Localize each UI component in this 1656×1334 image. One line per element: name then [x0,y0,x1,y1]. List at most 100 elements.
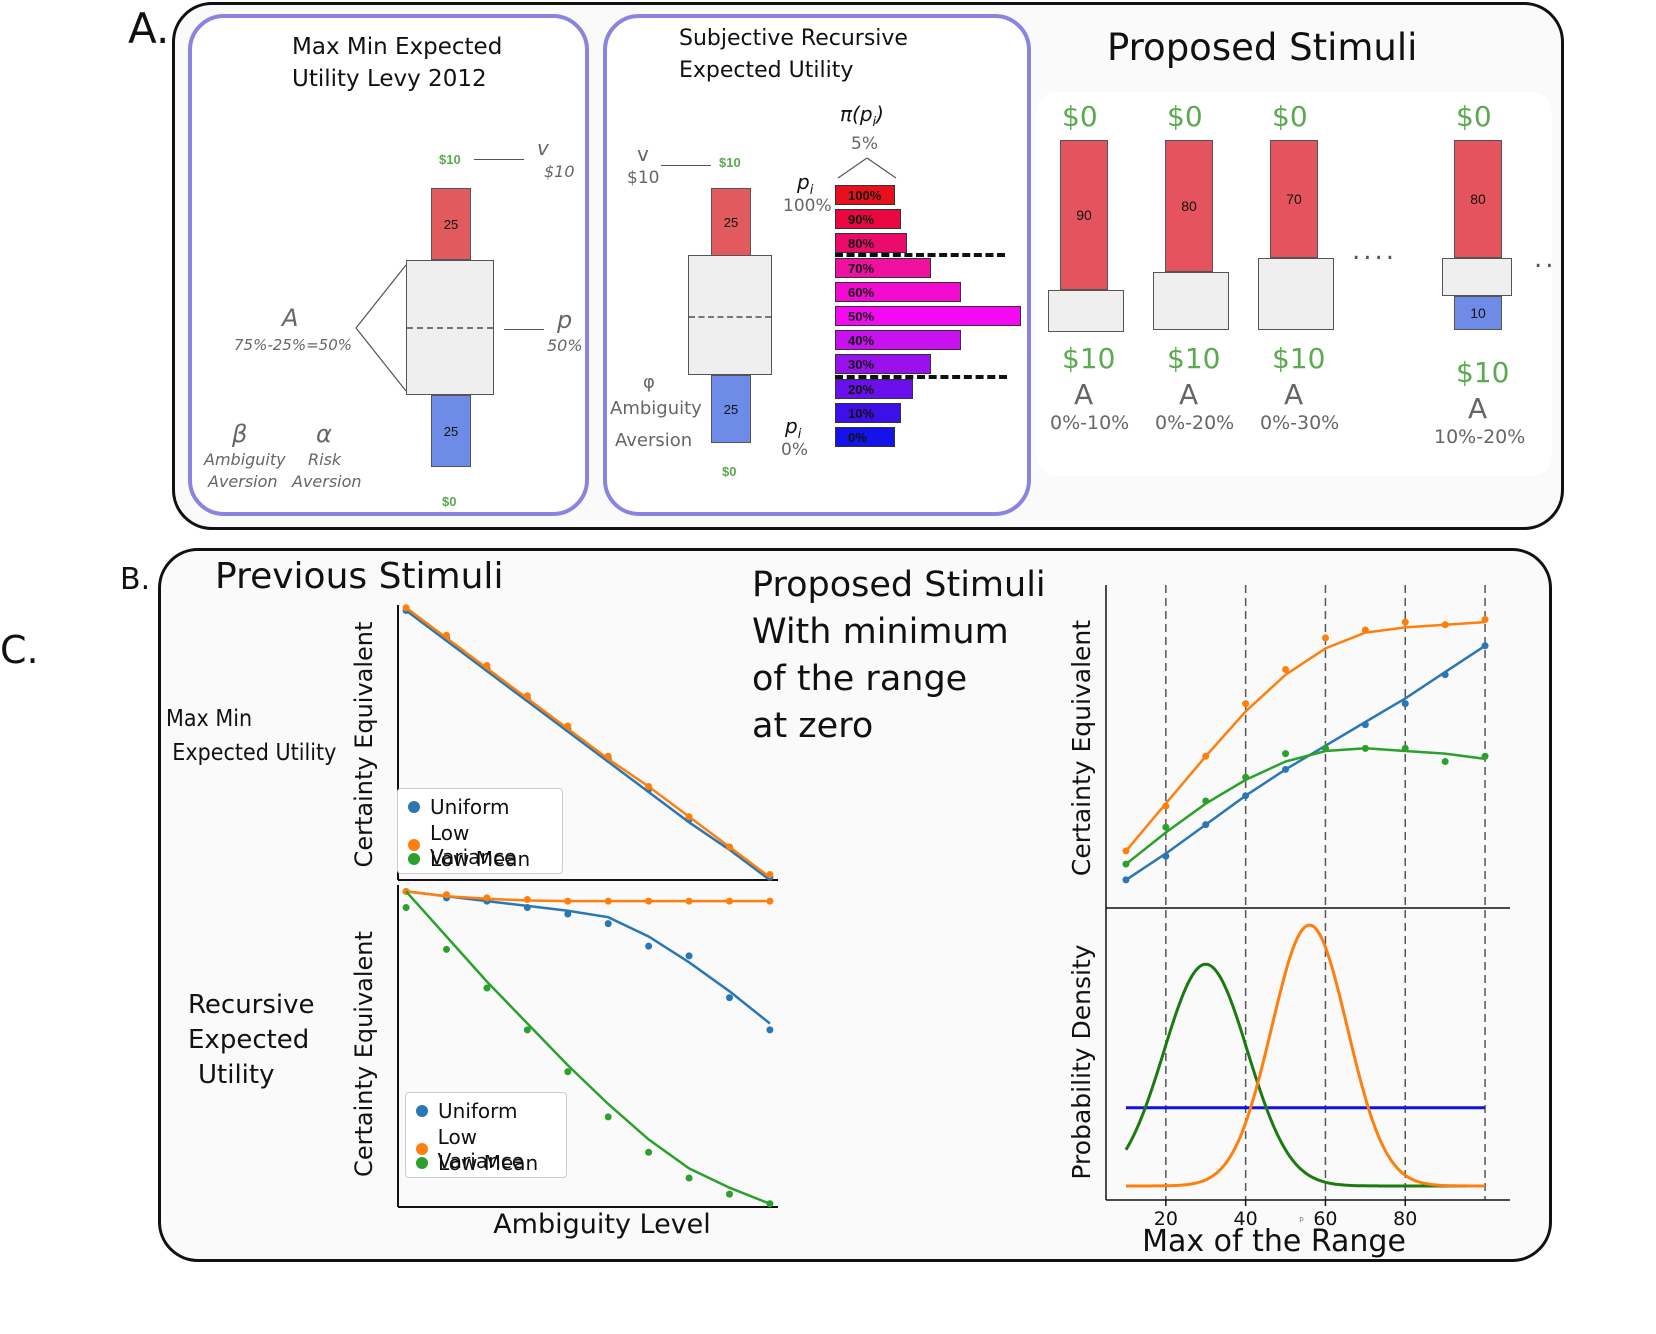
proposed-item-ambiguity-box [1153,272,1229,330]
data-point [645,942,653,950]
proposed-item-a-label: A [1468,392,1488,425]
x-tick-label: 40 [1234,1208,1258,1230]
legend-label: Low Variance [437,1125,525,1173]
data-point [1361,626,1369,634]
y-axis-label: Certainty Equivalent [350,931,378,1177]
srec-ambiguity-box [688,255,772,375]
legend-item: Uniform [408,795,510,819]
data-point [1441,671,1449,679]
srec-pi-label: π(pi) [840,102,884,130]
data-point [1202,797,1210,805]
data-point [604,1113,612,1121]
data-point [523,1026,531,1034]
proposed-item-range: 10%-20% [1434,426,1526,448]
data-point [766,1200,774,1208]
proposed-b-line1: Proposed Stimuli [752,565,1046,605]
proposed-item-red-bar: 80 [1165,140,1213,272]
data-point [725,1190,733,1198]
srec-p-top-sub: i [809,183,814,198]
x-axis-label: Ambiguity Level [493,1209,711,1240]
series-line-low-variance [405,890,770,903]
dist-bar-20pct: 20% [835,378,913,399]
data-point [1401,618,1409,626]
legend-item: Low Variance [416,1125,566,1173]
legend-item: Low Mean [416,1151,538,1175]
proposed-item-a-label: A [1179,378,1199,411]
data-point [645,1148,653,1156]
x-tick-label: 80 [1393,1208,1417,1230]
series-line-low-variance [405,606,771,879]
proposed-item-ambiguity-box [1048,290,1124,332]
maxmin-p-symbol: p [557,306,573,334]
data-point [483,662,491,669]
legend-item: Uniform [416,1099,518,1123]
proposed-a-title: Proposed Stimuli [1107,26,1418,69]
proposed-item-range: 0%-20% [1155,412,1235,434]
y-axis-label: Certainty Equivalent [1067,620,1096,876]
data-point [766,897,774,905]
dist-bar-80pct: 80% [835,233,907,254]
proposed-a-dots-mid: .... [1352,236,1398,266]
proposed-b-line2: With minimum [752,612,1009,652]
legend-marker [416,1105,428,1117]
srec-pi-text: π(p [840,102,873,126]
maxmin-a-symbol: A [282,304,299,332]
legend-marker [416,1157,428,1169]
dist-bar-10pct: 10% [835,402,901,423]
proposed-item-bottom-amount: $10 [1272,342,1326,375]
srec-title-line1: Subjective Recursive [679,26,908,51]
srec-blue-value: 25 [723,401,739,417]
data-point [1162,823,1170,831]
legend-item: Low Variance [408,821,562,869]
proposed-item-red-bar: 90 [1060,140,1108,290]
data-point [523,895,531,903]
maxmin-title-line1: Max Min Expected [292,34,503,60]
legend-marker [408,801,420,813]
legend-item: Low Mean [408,847,530,871]
panel-b [158,548,1552,1262]
legend-marker [408,839,420,851]
proposed-a-dots-end: .. [1534,244,1557,274]
data-point [685,1174,693,1182]
proposed-item-blue-bar: 10 [1454,296,1502,330]
data-point [645,783,653,790]
srec-v-line [661,165,711,166]
srec-p-bottom-sub: i [797,427,802,442]
series-line-uniform [405,890,771,1025]
series-line-uniform [405,609,771,882]
maxmin-alpha-label2: Aversion [292,472,362,491]
data-point [564,722,572,730]
maxmin-v-value: $10 [544,162,575,181]
data-point [1162,852,1170,860]
proposed-item-a-label: A [1284,378,1304,411]
srec-panel: Subjective Recursive Expected Utility v … [603,14,1031,516]
maxmin-v-symbol: v [537,136,549,160]
series-line-uniform [1125,644,1486,881]
maxmin-red-bar: 25 [431,188,471,260]
row1-label-line1: Max Min [166,706,253,732]
maxmin-bottom-amount: $0 [442,494,457,509]
data-point [685,897,693,905]
srec-distribution: 100% 90% 80% 70% 60% 50% 40% 30% 20% 10% 0% [835,185,1035,455]
proposed-item-top-amount: $0 [1167,100,1203,133]
data-point [1202,821,1210,829]
x-tick-label: 60 [1313,1208,1337,1230]
data-point [483,894,491,902]
previous-stimuli-title: Previous Stimuli [215,556,504,597]
srec-phi-symbol: φ [643,372,655,393]
proposed-item-ambiguity-box [1442,258,1512,296]
srec-pi-close: ) [876,102,884,126]
data-point [1481,752,1489,760]
panel-label-c: C. [0,628,39,672]
row2-label-line2: Expected [188,1025,310,1055]
x-axis-label: Max of the Range [1142,1224,1406,1259]
data-point [1122,860,1130,868]
density-line-low-variance [1126,923,1485,1188]
maxmin-top-amount: $10 [439,152,461,167]
previous-stimuli-charts: Certainty Equivalent Certainty Equivalent… [350,604,778,1240]
data-point [1481,642,1489,650]
data-point [1321,744,1329,752]
data-point [443,891,451,899]
panel-label-b: B. [120,562,151,597]
srec-red-value: 25 [723,214,739,230]
